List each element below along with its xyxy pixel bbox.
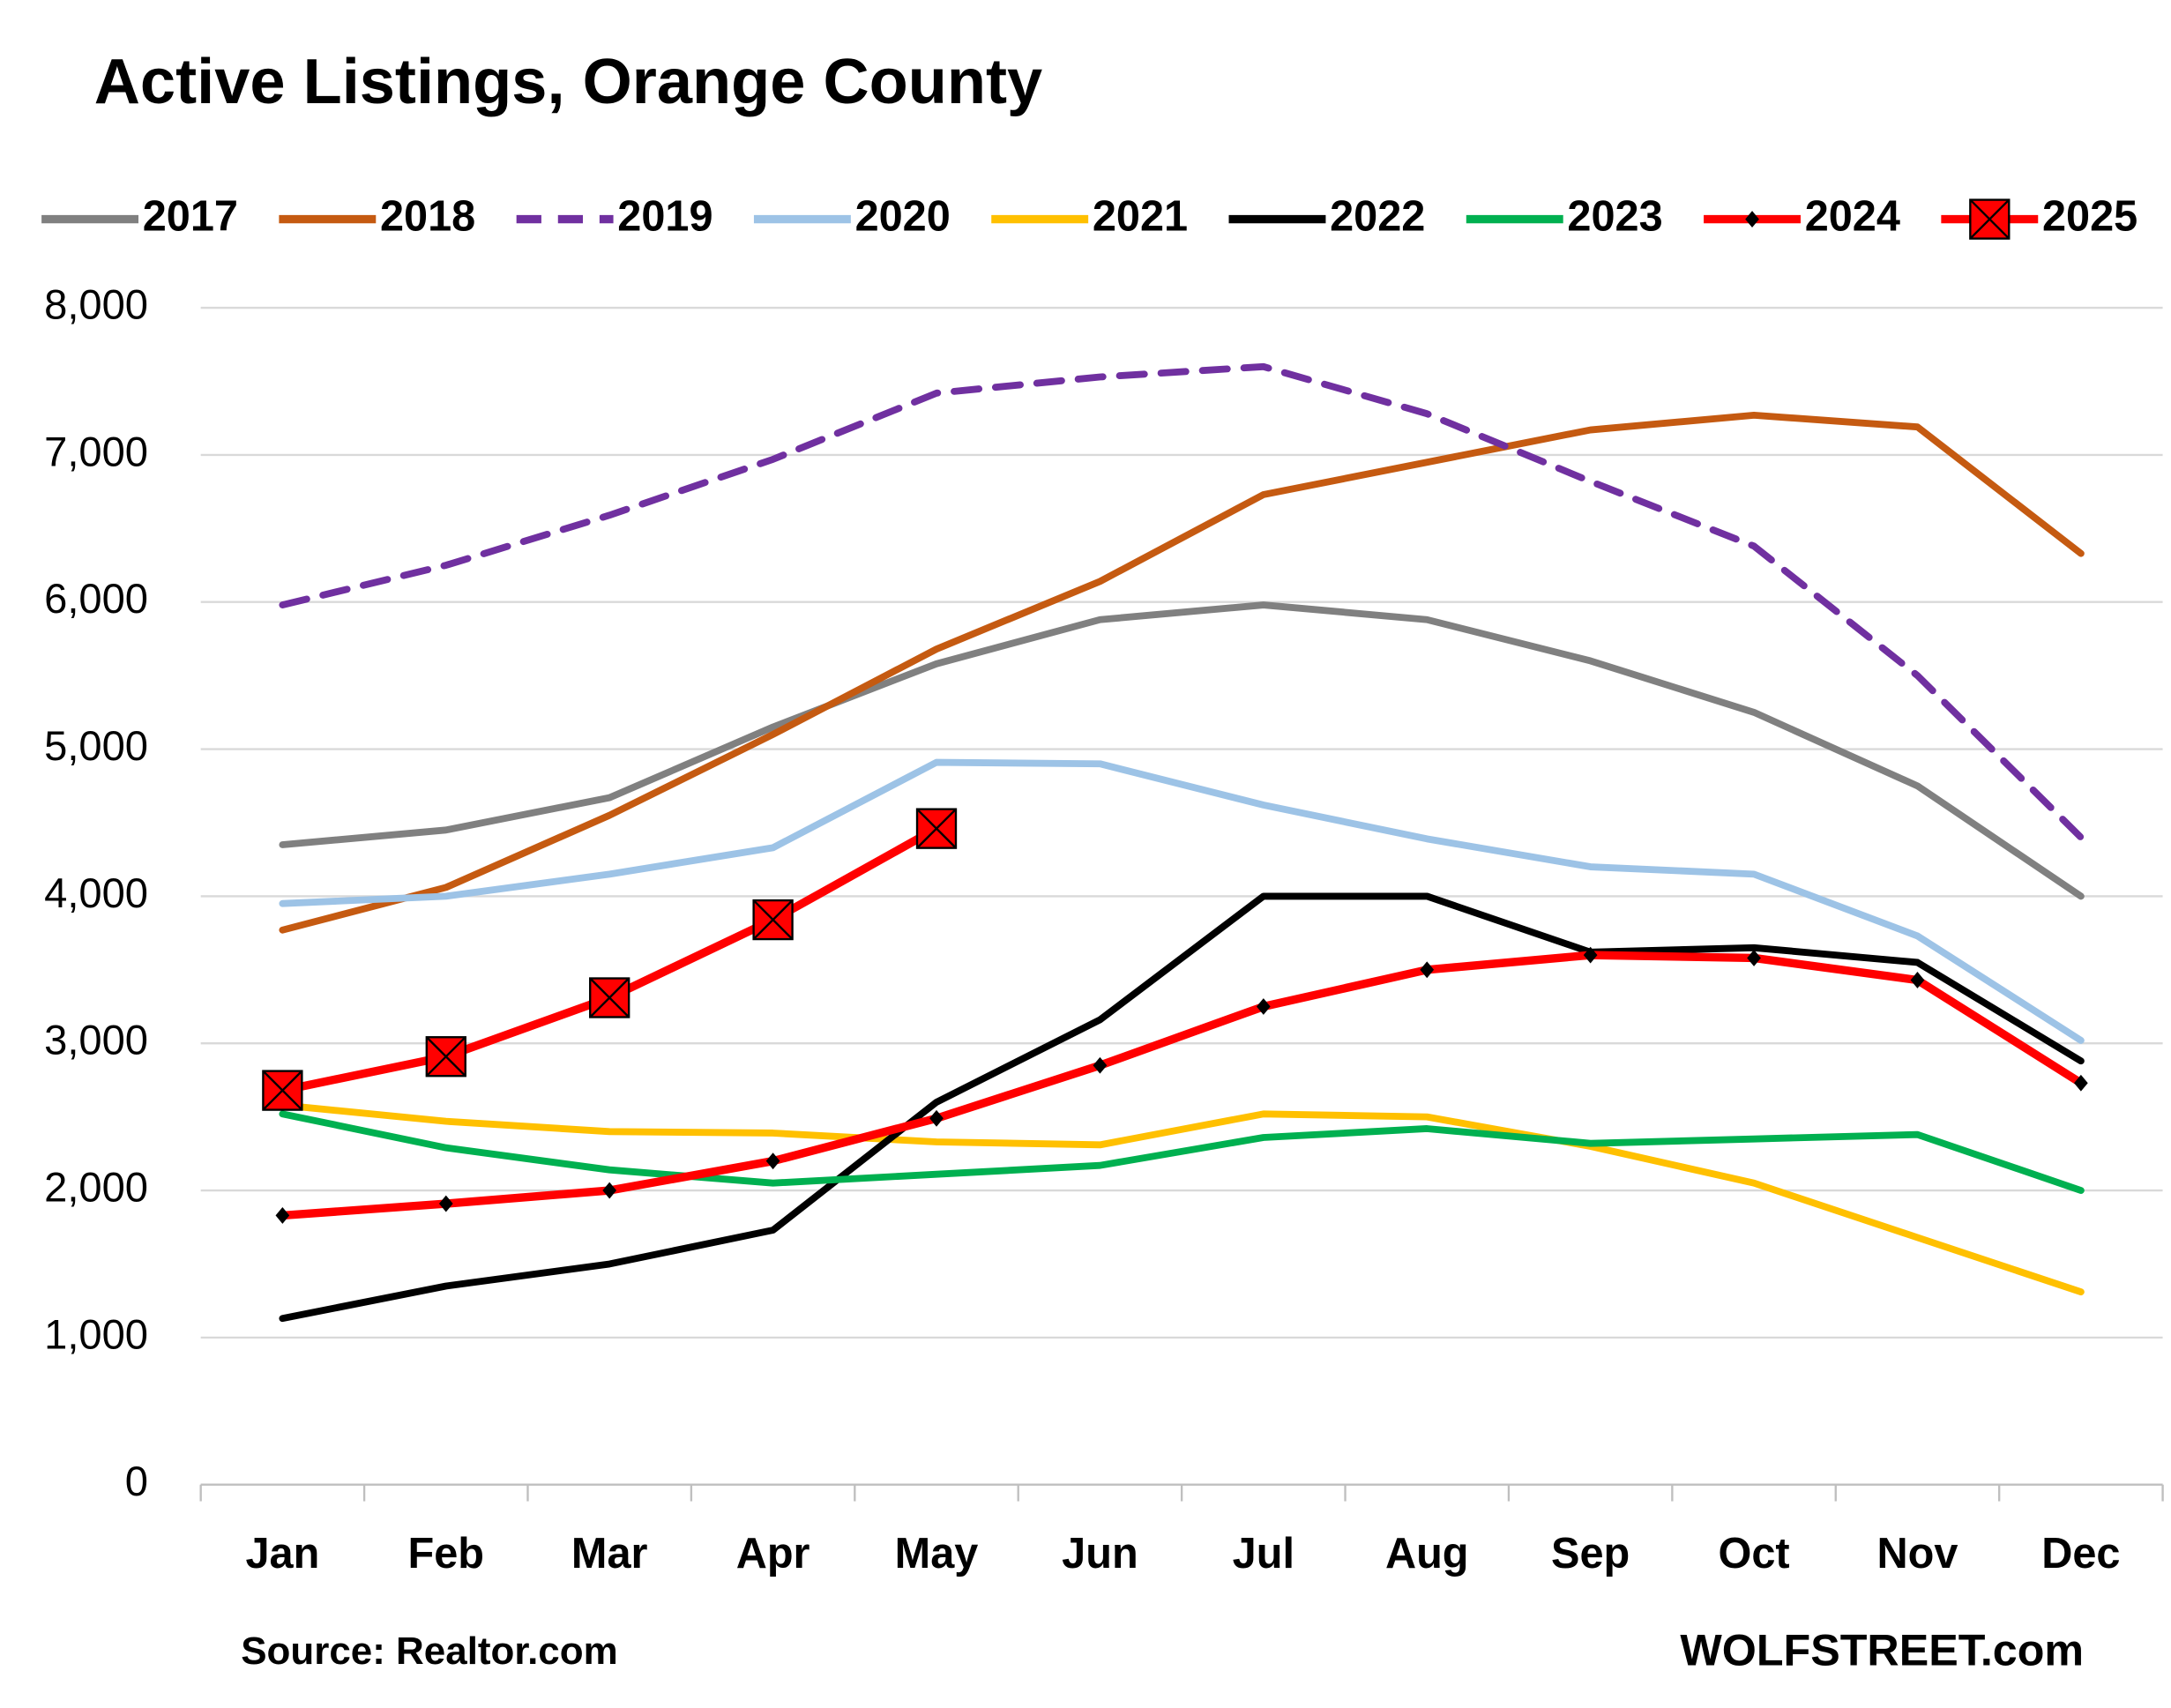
legend-label: 2022 (1330, 192, 1425, 240)
y-tick-label: 3,000 (44, 1017, 148, 1063)
marker-cross (916, 808, 957, 849)
point-marker (1256, 998, 1271, 1015)
point-marker (602, 1182, 617, 1199)
point-marker (275, 1206, 290, 1224)
y-tick-label: 5,000 (44, 722, 148, 769)
y-tick-label: 8,000 (44, 281, 148, 328)
x-tick-label: Mar (571, 1530, 648, 1577)
legend-label: 2017 (143, 192, 238, 240)
legend-item: 2017 (41, 192, 238, 240)
chart-title: Active Listings, Orange County (94, 47, 1042, 117)
series-line (278, 824, 941, 1095)
point-marker (1747, 950, 1761, 966)
point-marker (1910, 972, 1925, 988)
legend-label: 2025 (2042, 192, 2137, 240)
legend-label: 2023 (1567, 192, 1662, 240)
y-tick-label: 4,000 (44, 869, 148, 916)
legend-label: 2021 (1093, 192, 1188, 240)
series-line (279, 362, 2085, 841)
point-marker (262, 1070, 303, 1111)
x-tick-label: Oct (1718, 1530, 1789, 1577)
source-note: Source: Realtor.com (241, 1630, 617, 1673)
x-tick-label: Feb (408, 1530, 485, 1577)
point-marker (589, 977, 630, 1018)
series-line (279, 411, 2085, 934)
legend-item: 2025 (1941, 192, 2137, 240)
legend-item: 2021 (991, 192, 1188, 240)
point-marker (2074, 1074, 2088, 1092)
point-marker (915, 808, 958, 849)
x-tick-label: Nov (1877, 1530, 1958, 1577)
series-line (278, 951, 2085, 1220)
legend-label: 2020 (855, 192, 951, 240)
legend-item: 2020 (753, 192, 951, 240)
legend-label: 2024 (1805, 192, 1900, 240)
y-tick-label: 0 (125, 1458, 148, 1504)
legend-item: 2022 (1228, 192, 1425, 240)
y-tick-label: 7,000 (44, 428, 148, 474)
point-marker (438, 1195, 453, 1212)
y-tick-label: 6,000 (44, 575, 148, 622)
legend-label: 2019 (617, 192, 712, 240)
series-line (279, 758, 2085, 1044)
point-marker (752, 899, 794, 941)
y-tick-label: 2,000 (44, 1163, 148, 1210)
marker-cross (425, 1036, 466, 1078)
point-marker (1745, 211, 1759, 228)
point-marker (425, 1036, 466, 1078)
legend-item: 2023 (1466, 192, 1663, 240)
series-line (279, 601, 2085, 900)
marker-cross (752, 899, 794, 940)
legend-label: 2018 (380, 192, 475, 240)
series-line (279, 1101, 2085, 1296)
legend-item: 2024 (1704, 192, 1900, 240)
credit: WOLFSTREET.com (1680, 1626, 2084, 1675)
y-tick-label: 1,000 (44, 1310, 148, 1357)
x-tick-label: Jan (245, 1530, 319, 1577)
x-tick-label: Apr (736, 1530, 810, 1577)
x-tick-label: Sep (1551, 1530, 1630, 1577)
x-tick-label: Jul (1233, 1530, 1294, 1577)
series-line (279, 1110, 2085, 1194)
x-tick-label: Aug (1385, 1530, 1469, 1577)
x-tick-label: Jun (1062, 1530, 1138, 1577)
point-marker (1093, 1056, 1108, 1074)
marker-cross (589, 977, 630, 1018)
legend-item: 2019 (516, 192, 713, 240)
marker-cross (1969, 198, 2011, 240)
legend-item: 2018 (279, 192, 475, 240)
x-tick-label: Dec (2041, 1530, 2120, 1577)
series-line (279, 892, 2085, 1323)
x-tick-label: May (895, 1530, 979, 1577)
point-marker (1969, 198, 2011, 240)
marker-cross (262, 1070, 303, 1111)
point-marker (765, 1152, 780, 1170)
point-marker (1420, 961, 1435, 979)
